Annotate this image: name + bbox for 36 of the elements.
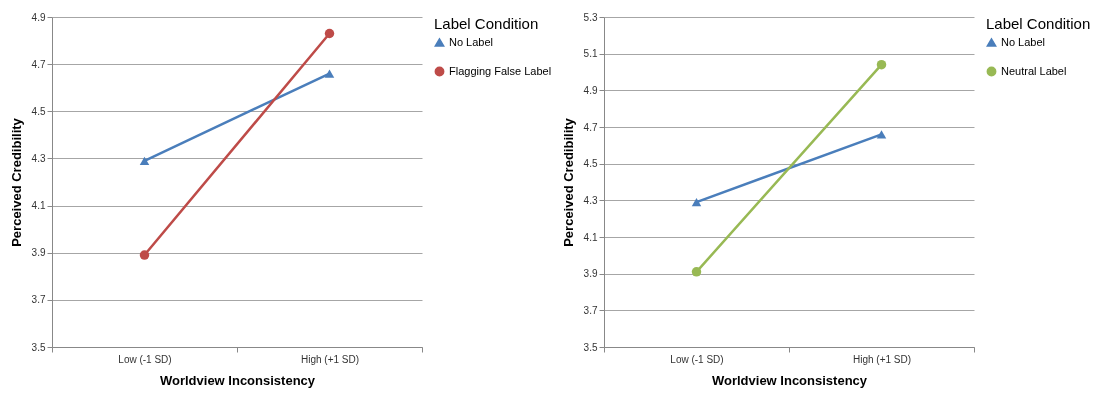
y-tick-label: 5.3 [583,11,598,23]
y-tick-label: 3.5 [583,341,598,353]
y-tick-label: 4.5 [31,105,46,117]
y-tick-label: 3.9 [31,247,46,259]
legend-label: No Label [449,35,494,48]
y-tick-label: 4.1 [583,231,598,243]
point [691,267,702,277]
y-tick-label: 4.7 [31,58,46,70]
y-tick-label: 4.5 [583,158,598,170]
x-axis-title: Worldview Inconsistency [711,372,868,388]
y-tick-label: 4.3 [31,152,46,164]
y-tick-label: 3.5 [31,341,46,353]
y-tick-label: 5.1 [583,48,598,60]
legend-label: Flagging False Label [449,64,552,77]
x-tick-label: High (+1 SD) [852,353,912,365]
point [324,28,335,39]
legend-label: Neutral Label [1001,64,1067,77]
y-tick-label: 4.9 [31,11,46,23]
x-tick-label: Low (-1 SD) [118,353,172,365]
point [139,250,150,260]
y-tick-label: 3.9 [583,268,598,280]
point [876,59,887,70]
y-axis-title: Perceived Credibility [8,117,24,247]
legend-label: No Label [1001,35,1046,48]
y-tick-label: 4.9 [583,84,598,96]
x-axis-title: Worldview Inconsistency [159,372,316,388]
x-tick-label: Low (-1 SD) [670,353,724,365]
y-tick-label: 4.7 [583,121,598,133]
y-tick-label: 3.7 [583,304,598,316]
y-axis-title: Perceived Credibility [560,117,576,247]
y-tick-label: 4.3 [583,194,598,206]
y-tick-label: 3.7 [31,294,46,306]
legend-title: Label Condition [434,15,539,32]
legend-title: Label Condition [986,15,1091,32]
y-tick-label: 4.1 [31,200,46,212]
x-tick-label: High (+1 SD) [300,353,360,365]
